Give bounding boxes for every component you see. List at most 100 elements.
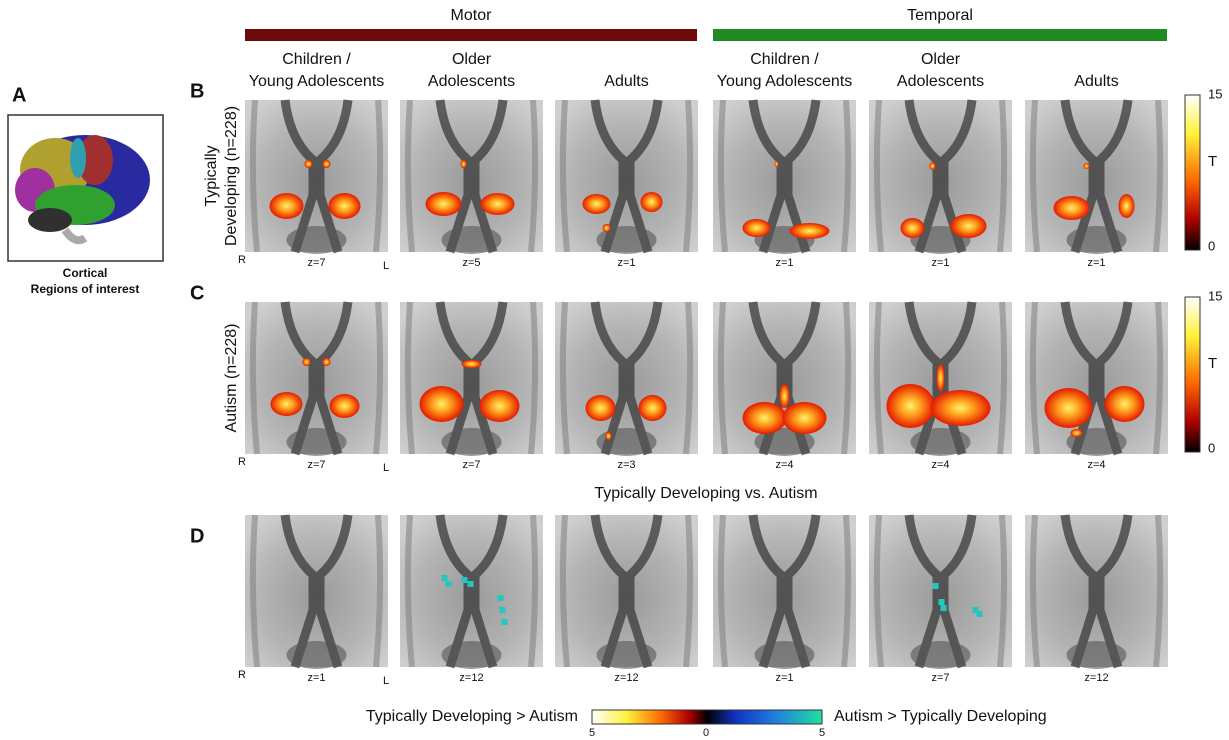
slice-label: z=1	[775, 672, 793, 684]
slice-image	[713, 100, 856, 254]
group-bar	[713, 29, 1167, 41]
activation	[1105, 386, 1145, 422]
side-label: R	[238, 669, 246, 681]
activation	[930, 162, 936, 170]
activation	[887, 384, 935, 428]
slice-label: z=1	[931, 257, 949, 269]
activation	[1071, 429, 1083, 437]
column-header: Adults	[1074, 73, 1118, 90]
slice-label: z=4	[931, 459, 949, 471]
legend-tick: 0	[703, 727, 709, 739]
activation	[442, 575, 448, 581]
activation	[583, 194, 611, 214]
activation	[901, 218, 925, 238]
activation	[330, 394, 360, 418]
side-label: L	[383, 260, 389, 272]
activation	[462, 360, 482, 368]
slice-image	[555, 100, 698, 254]
slice-image	[869, 100, 1012, 254]
brain-slice	[555, 100, 698, 254]
column-header: Older	[452, 51, 492, 68]
activation	[420, 386, 464, 422]
side-label: L	[383, 675, 389, 687]
colorbar-min: 0	[1208, 440, 1215, 455]
slice-label: z=7	[307, 459, 325, 471]
slice-label: z=4	[775, 459, 793, 471]
column-header: Children /	[282, 51, 351, 68]
activation	[426, 192, 462, 216]
brain-slice	[245, 515, 388, 669]
column-header: Adults	[604, 73, 648, 90]
activation	[743, 402, 787, 434]
slice-image	[245, 515, 388, 669]
slice-label: z=12	[459, 672, 483, 684]
activation	[305, 160, 313, 168]
inset-caption: Cortical	[63, 266, 108, 280]
activation	[951, 214, 987, 238]
side-label: R	[238, 254, 246, 266]
column-header: Adolescents	[897, 73, 984, 90]
inset-caption: Regions of interest	[31, 282, 140, 296]
brain-slice	[869, 100, 1012, 254]
activation	[641, 192, 663, 212]
row-label: Developing (n=228)	[223, 106, 240, 246]
brain-slice	[1025, 515, 1168, 669]
activation	[480, 390, 520, 422]
activation	[271, 392, 303, 416]
colorbar	[1185, 297, 1200, 452]
activation	[461, 160, 467, 168]
slice-image	[245, 100, 388, 254]
brain-slice	[555, 302, 698, 456]
brain-slice	[245, 100, 388, 254]
panel-label: C	[190, 282, 204, 304]
slice-image	[400, 515, 543, 669]
slice-label: z=4	[1087, 459, 1105, 471]
brain-slice	[400, 515, 543, 669]
slice-label: z=1	[617, 257, 635, 269]
page: {"panel_labels": {"a": "A", "b": "B", "c…	[0, 0, 1229, 740]
activation	[1054, 196, 1090, 220]
brain-slice	[713, 100, 856, 254]
row-label: Autism (n=228)	[223, 324, 240, 433]
slice-image	[555, 302, 698, 456]
activation	[639, 395, 667, 421]
activation	[743, 219, 771, 237]
group-label: Temporal	[907, 7, 973, 24]
activation	[462, 577, 468, 583]
activation	[481, 193, 515, 215]
group-bar	[245, 29, 697, 41]
slice-label: z=1	[775, 257, 793, 269]
brain-slice	[400, 302, 543, 456]
slice-label: z=3	[617, 459, 635, 471]
activation	[303, 358, 311, 366]
colorbar-label: T	[1208, 355, 1217, 372]
brain-slice	[713, 302, 856, 456]
comparison-title: Typically Developing vs. Autism	[594, 485, 817, 502]
brain-slice	[869, 302, 1012, 456]
panel-label: D	[190, 525, 204, 547]
slice-image	[713, 515, 856, 669]
activation	[500, 607, 506, 613]
slice-label: z=7	[307, 257, 325, 269]
activation	[939, 599, 945, 605]
slice-label: z=5	[462, 257, 480, 269]
column-header: Young Adolescents	[717, 73, 853, 90]
activation	[329, 193, 361, 219]
brain-slice	[245, 302, 388, 456]
slice-image	[400, 302, 543, 456]
side-label: L	[383, 462, 389, 474]
activation	[977, 611, 983, 617]
slice-image	[1025, 302, 1168, 456]
slice-image	[400, 100, 543, 254]
figure: A CorticalRegions of interestMotorTempor…	[0, 0, 1229, 740]
activation	[1084, 163, 1090, 169]
activation	[468, 581, 474, 587]
activation	[933, 583, 939, 589]
activation	[606, 432, 612, 440]
slice-image	[869, 515, 1012, 669]
slice-label: z=1	[1087, 257, 1105, 269]
column-header: Young Adolescents	[249, 73, 385, 90]
slice-label: z=1	[307, 672, 325, 684]
slice-label: z=12	[614, 672, 638, 684]
column-header: Children /	[750, 51, 819, 68]
